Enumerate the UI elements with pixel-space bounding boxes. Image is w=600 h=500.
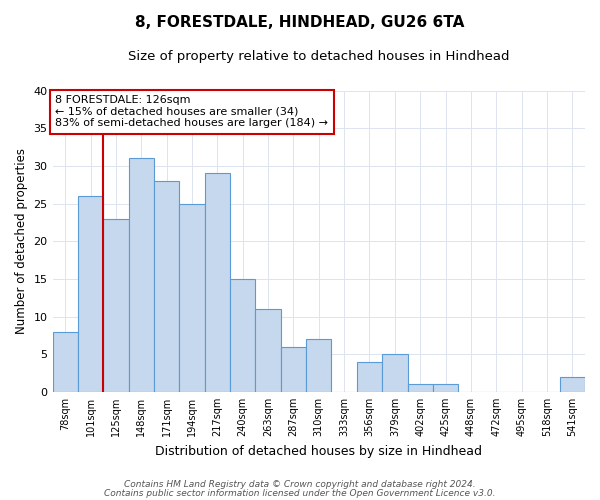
Title: Size of property relative to detached houses in Hindhead: Size of property relative to detached ho… [128,50,509,63]
Bar [256,309,281,392]
Bar [128,158,154,392]
Bar [103,218,128,392]
Text: 8, FORESTDALE, HINDHEAD, GU26 6TA: 8, FORESTDALE, HINDHEAD, GU26 6TA [136,15,464,30]
Bar [433,384,458,392]
Bar [78,196,103,392]
Text: Contains public sector information licensed under the Open Government Licence v3: Contains public sector information licen… [104,488,496,498]
Y-axis label: Number of detached properties: Number of detached properties [15,148,28,334]
Bar [205,174,230,392]
Text: 8 FORESTDALE: 126sqm
← 15% of detached houses are smaller (34)
83% of semi-detac: 8 FORESTDALE: 126sqm ← 15% of detached h… [55,95,328,128]
Bar [407,384,433,392]
Bar [382,354,407,392]
Text: Contains HM Land Registry data © Crown copyright and database right 2024.: Contains HM Land Registry data © Crown c… [124,480,476,489]
Bar [306,339,331,392]
Bar [154,181,179,392]
X-axis label: Distribution of detached houses by size in Hindhead: Distribution of detached houses by size … [155,444,482,458]
Bar [230,279,256,392]
Bar [357,362,382,392]
Bar [281,346,306,392]
Bar [560,377,585,392]
Bar [53,332,78,392]
Bar [179,204,205,392]
